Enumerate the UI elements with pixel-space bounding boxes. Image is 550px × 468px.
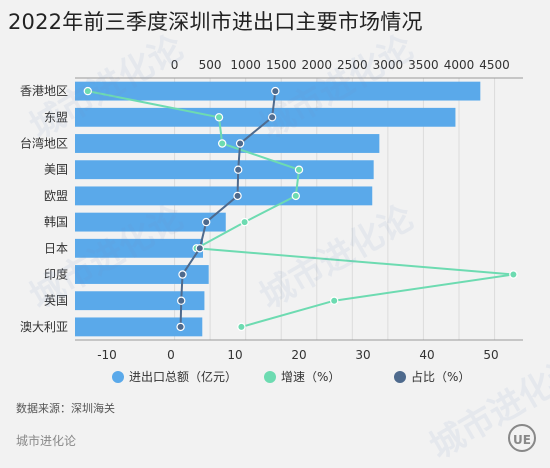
bottom-tick-label: 40: [419, 348, 434, 362]
category-label: 印度: [44, 267, 68, 282]
top-tick-label: 0: [171, 58, 179, 72]
chart: 0 500 1000 1500 2000 2500 3000 3500 4000 4500 -10 0…: [20, 58, 523, 384]
top-tick-label: 4000: [444, 58, 475, 72]
growth-point: [217, 139, 227, 148]
growth-point: [237, 322, 246, 332]
bottom-tick-label: 50: [483, 348, 498, 362]
top-tick-label: 1500: [266, 58, 297, 72]
legend-marker: [112, 371, 124, 383]
bar: [75, 317, 203, 337]
growth-line: [87, 90, 514, 328]
bottom-tick-label: 30: [355, 348, 370, 362]
bottom-tick-label: 20: [291, 348, 306, 362]
category-label: 香港地区: [20, 84, 68, 98]
bottom-tick-label: 0: [167, 348, 175, 362]
top-tick-label: 1000: [230, 58, 261, 72]
bar: [75, 265, 209, 284]
top-tick-label: 2500: [337, 58, 368, 72]
growth-point: [291, 191, 300, 201]
share-point: [233, 191, 242, 201]
bar: [75, 134, 380, 153]
category-label: 英国: [44, 294, 68, 308]
legend-marker: [264, 371, 276, 383]
category-label: 韩国: [44, 214, 68, 229]
top-tick-label: 4500: [479, 58, 510, 72]
legend-label: 增速（%）: [281, 370, 340, 384]
share-point: [195, 244, 204, 253]
category-label: 台湾地区: [20, 136, 68, 151]
legend-label: 进出口总额（亿元）: [129, 369, 237, 384]
bar: [75, 291, 205, 311]
category-label: 澳大利亚: [20, 320, 68, 334]
share-point: [267, 113, 277, 122]
data-source: 数据来源：深圳海关: [16, 402, 115, 415]
category-label: 东盟: [44, 110, 68, 124]
bar: [75, 238, 203, 258]
growth-point: [83, 86, 93, 96]
bar: [75, 186, 373, 206]
chart-title: 2022年前三季度深圳市进出口主要市场情况: [8, 10, 423, 34]
category-label: 日本: [44, 241, 68, 255]
share-point: [177, 296, 186, 305]
growth-point: [330, 296, 339, 305]
bottom-tick-label: -10: [97, 348, 117, 362]
share-point: [201, 217, 211, 227]
growth-point: [240, 217, 249, 227]
top-tick-label: 3500: [408, 58, 439, 72]
category-label: 美国: [44, 163, 68, 177]
share-point: [235, 139, 245, 148]
top-tick-label: 3000: [373, 58, 404, 72]
brand-logo-icon: UE: [508, 424, 536, 452]
bar: [75, 160, 374, 180]
share-point: [178, 270, 187, 279]
bar: [75, 212, 226, 232]
share-point: [176, 322, 185, 332]
bottom-tick-label: 10: [227, 348, 242, 362]
bar: [75, 107, 456, 127]
top-tick-label: 500: [199, 58, 222, 72]
growth-point: [214, 113, 224, 122]
growth-point: [294, 165, 304, 174]
share-point: [271, 86, 280, 96]
share-line: [179, 90, 277, 327]
top-tick-label: 2000: [302, 58, 333, 72]
legend-marker: [394, 371, 406, 383]
legend-label: 占比（%）: [411, 369, 470, 384]
category-label: 欧盟: [44, 189, 68, 203]
share-point: [233, 165, 243, 174]
growth-point: [509, 270, 518, 279]
brand-name: 城市进化论: [16, 434, 77, 448]
